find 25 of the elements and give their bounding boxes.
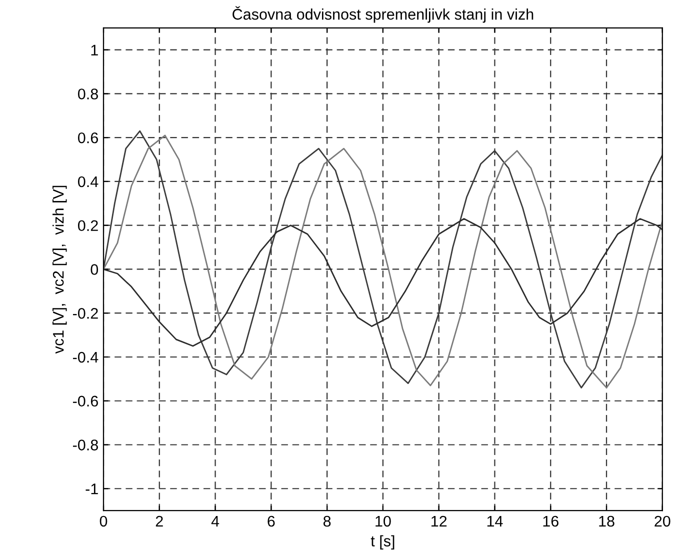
x-tick-label: 6 xyxy=(268,516,275,527)
y-tick-label: -0.4 xyxy=(72,352,98,363)
x-tick-label: 2 xyxy=(156,516,163,527)
y-tick-label: -1 xyxy=(86,484,98,494)
y-tick-label: 0.6 xyxy=(78,132,98,144)
x-tick-label: 0 xyxy=(100,516,108,527)
y-axis-title: vc1 [V], vc2 [V], vizh [V] xyxy=(52,186,67,354)
x-tick-label: 18 xyxy=(599,516,614,527)
y-tick-label: 0.4 xyxy=(78,176,98,188)
x-tick-label: 20 xyxy=(654,516,670,527)
y-tick-label: -0.8 xyxy=(72,440,98,450)
y-tick-label: -0.2 xyxy=(72,308,98,319)
x-tick-label: 8 xyxy=(323,516,331,527)
y-tick-label: 0 xyxy=(90,264,98,275)
y-tick-label: 0.8 xyxy=(78,88,98,100)
x-tick-label: 16 xyxy=(543,516,558,527)
x-tick-label: 12 xyxy=(432,516,447,527)
x-tick-label: 10 xyxy=(376,516,391,527)
x-tick-label: 14 xyxy=(487,516,503,527)
y-tick-label: 1 xyxy=(91,44,98,56)
y-tick-label: 0.2 xyxy=(78,220,98,232)
x-axis-title: t [s] xyxy=(370,535,394,550)
x-tick-label: 4 xyxy=(211,516,220,527)
y-tick-label: -0.6 xyxy=(72,396,98,407)
chart-title: Časovna odvisnost spremenljivk stanj in vizh xyxy=(232,6,534,23)
